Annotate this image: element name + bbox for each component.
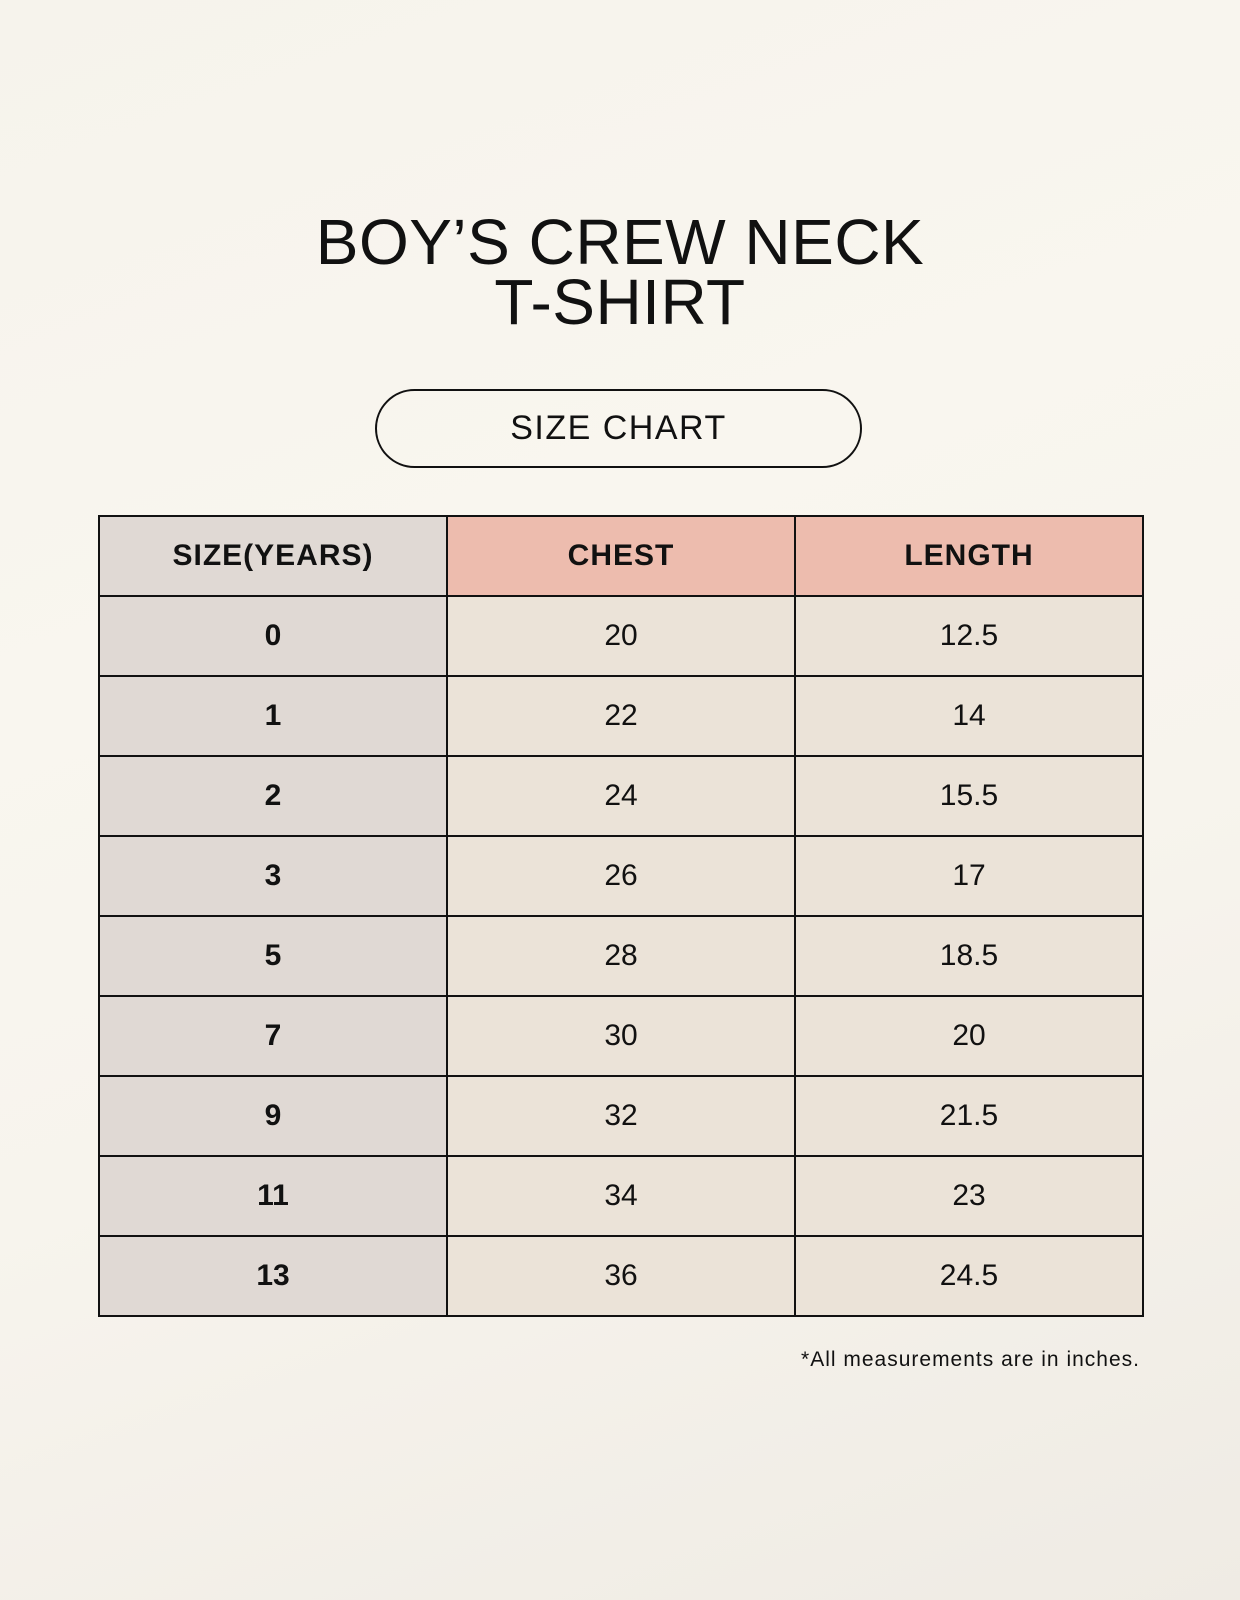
- cell-size: 9: [98, 1075, 448, 1157]
- cell-chest: 20: [446, 595, 796, 677]
- table-row: 1 22 14: [98, 675, 1144, 757]
- cell-size: 11: [98, 1155, 448, 1237]
- cell-size: 3: [98, 835, 448, 917]
- cell-chest: 26: [446, 835, 796, 917]
- table-row: 3 26 17: [98, 835, 1144, 917]
- cell-length: 15.5: [794, 755, 1144, 837]
- header-size: SIZE(YEARS): [98, 515, 448, 597]
- header-chest: CHEST: [446, 515, 796, 597]
- table-row: 13 36 24.5: [98, 1235, 1144, 1317]
- cell-length: 12.5: [794, 595, 1144, 677]
- cell-size: 13: [98, 1235, 448, 1317]
- cell-chest: 22: [446, 675, 796, 757]
- cell-length: 20: [794, 995, 1144, 1077]
- table-row: 0 20 12.5: [98, 595, 1144, 677]
- cell-size: 0: [98, 595, 448, 677]
- table-header-row: SIZE(YEARS) CHEST LENGTH: [98, 515, 1144, 597]
- header-length: LENGTH: [794, 515, 1144, 597]
- cell-chest: 34: [446, 1155, 796, 1237]
- cell-length: 21.5: [794, 1075, 1144, 1157]
- cell-chest: 36: [446, 1235, 796, 1317]
- table-row: 2 24 15.5: [98, 755, 1144, 837]
- cell-size: 5: [98, 915, 448, 997]
- cell-chest: 30: [446, 995, 796, 1077]
- cell-chest: 24: [446, 755, 796, 837]
- footnote: *All measurements are in inches.: [801, 1348, 1140, 1371]
- cell-size: 7: [98, 995, 448, 1077]
- cell-size: 1: [98, 675, 448, 757]
- table-row: 7 30 20: [98, 995, 1144, 1077]
- table-row: 9 32 21.5: [98, 1075, 1144, 1157]
- cell-length: 17: [794, 835, 1144, 917]
- cell-length: 18.5: [794, 915, 1144, 997]
- cell-size: 2: [98, 755, 448, 837]
- cell-chest: 28: [446, 915, 796, 997]
- page-title: BOY’S CREW NECK T-SHIRT: [0, 206, 1240, 338]
- cell-length: 23: [794, 1155, 1144, 1237]
- table-row: 11 34 23: [98, 1155, 1144, 1237]
- size-chart-label: SIZE CHART: [375, 389, 862, 468]
- table-row: 5 28 18.5: [98, 915, 1144, 997]
- title-line-1: BOY’S CREW NECK: [315, 206, 925, 278]
- size-table: SIZE(YEARS) CHEST LENGTH 0 20 12.5 1 22 14 2 24…: [98, 515, 1144, 1317]
- cell-length: 24.5: [794, 1235, 1144, 1317]
- cell-length: 14: [794, 675, 1144, 757]
- cell-chest: 32: [446, 1075, 796, 1157]
- title-line-2: T-SHIRT: [494, 266, 746, 338]
